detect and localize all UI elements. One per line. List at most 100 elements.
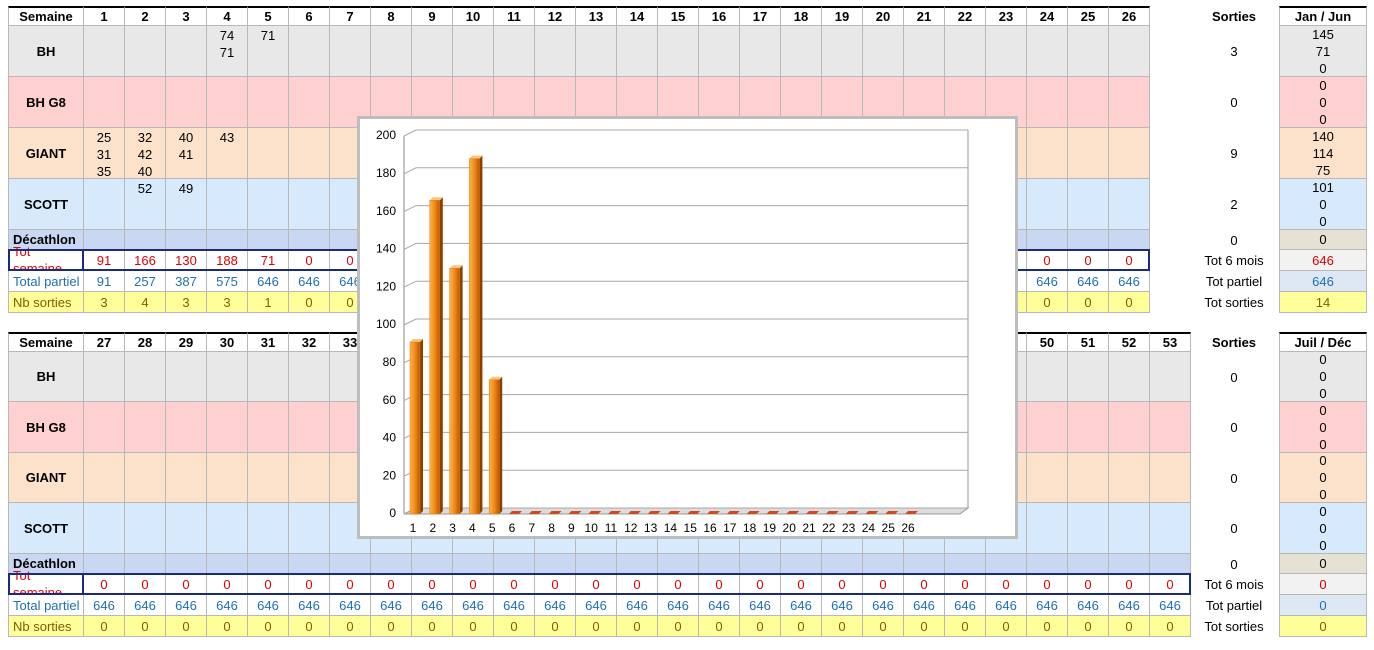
cell-text: 25 (1080, 9, 1096, 24)
header-cell: 20 (863, 6, 904, 26)
cell-text: 0 (551, 618, 559, 634)
week-cell: 646 (1068, 595, 1109, 616)
bar-side (499, 376, 503, 514)
cell-text: 13 (588, 9, 604, 24)
header-cell: Semaine (8, 332, 84, 352)
x-tick-label: 15 (684, 521, 698, 535)
cell-text: 0 (510, 618, 518, 634)
cell-text: 646 (1077, 597, 1099, 613)
floor (403, 507, 970, 515)
cell-text: 646 (790, 597, 812, 613)
week-cell: 0 (699, 616, 740, 637)
week-cell (863, 554, 904, 574)
x-tick-label: 4 (469, 521, 476, 535)
cell-text: 0 (1319, 111, 1327, 127)
week-cell (248, 77, 289, 128)
header-cell: 25 (1068, 6, 1109, 26)
week-cell: 25 31 35 (84, 128, 125, 179)
bar-top (707, 511, 720, 514)
sorties-cell: 3 (1190, 26, 1278, 77)
week-cell (453, 554, 494, 574)
cell-text: 0 (305, 618, 313, 634)
week-cell: 646 (617, 595, 658, 616)
week-cell: 74 71 (207, 26, 248, 77)
bar-top (746, 511, 760, 514)
cell-text: 0 (469, 618, 477, 634)
week-cell: 646 (84, 595, 125, 616)
cell-text: 22 (957, 9, 973, 24)
cell-text: Total partiel (13, 273, 80, 289)
week-cell (904, 554, 945, 574)
period-cell: 0 0 0 (1279, 453, 1367, 503)
cell-text: 0 (756, 618, 764, 634)
header-cell: 7 (330, 6, 371, 26)
cell-text: 75 (1315, 162, 1331, 178)
week-cell: 3 (166, 292, 207, 313)
cell-text: 0 (920, 576, 928, 592)
week-cell: 0 (453, 616, 494, 637)
header-cell: 10 (453, 6, 494, 26)
grid-line (403, 394, 968, 402)
cell-text: 0 (1319, 436, 1327, 452)
bar-top (885, 511, 899, 514)
cell-text: Jan / Jun (1294, 9, 1352, 24)
grid-line (403, 129, 968, 137)
week-cell (781, 554, 822, 574)
week-cell (1150, 453, 1191, 503)
cell-text: 0 (756, 576, 764, 592)
header-cell: 26 (1109, 6, 1150, 26)
week-cell (658, 26, 699, 77)
week-cell (576, 554, 617, 574)
bar-side (439, 197, 443, 514)
x-tick-label: 14 (664, 521, 678, 535)
cell-text: 575 (216, 273, 238, 289)
week-cell: 0 (1027, 616, 1068, 637)
cell-text: 0 (1084, 618, 1092, 634)
cell-text: 0 (264, 618, 272, 634)
cell-text: 30 (219, 335, 235, 350)
week-cell: 646 (699, 595, 740, 616)
x-tick-label: 21 (802, 521, 816, 535)
header-cell: 52 (1109, 332, 1150, 352)
week-cell (125, 554, 166, 574)
week-cell (1027, 453, 1068, 503)
bar-top (786, 511, 800, 514)
bar-top (905, 511, 918, 514)
week-cell (1109, 77, 1150, 128)
y-tick-label: 60 (383, 393, 397, 407)
week-cell (1027, 128, 1068, 179)
y-tick-label: 180 (376, 166, 396, 180)
week-cell (535, 554, 576, 574)
week-cell (207, 402, 248, 453)
cell-text: 646 (462, 597, 484, 613)
cell-text: 188 (216, 252, 238, 268)
cell-text: 646 (93, 597, 115, 613)
week-cell (166, 26, 207, 77)
week-cell: 0 (125, 616, 166, 637)
week-cell (740, 554, 781, 574)
week-cell (1027, 230, 1068, 250)
week-cell (289, 128, 330, 179)
cell-text: 0 (1319, 94, 1327, 110)
sorties-cell: 2 (1190, 179, 1278, 230)
row-label: SCOTT (8, 503, 84, 554)
cell-text: 0 (1319, 453, 1327, 468)
week-cell: 646 (289, 271, 330, 292)
cell-text: 4 (141, 294, 149, 310)
week-cell: 646 (822, 595, 863, 616)
week-cell: 0 (1027, 292, 1068, 313)
header-cell: 14 (617, 6, 658, 26)
cell-text: 0 (1319, 77, 1327, 93)
cell-text: 0 (715, 576, 723, 592)
cell-text: 0 (387, 618, 395, 634)
x-tick-label: 22 (822, 521, 836, 535)
bar (469, 158, 480, 515)
cell-text: 71 (1315, 43, 1331, 59)
week-cell: 0 (945, 616, 986, 637)
cell-text: 21 (916, 9, 932, 24)
cell-text: 12 (547, 9, 563, 24)
week-cell: 646 (494, 595, 535, 616)
week-cell (371, 26, 412, 77)
cell-text: Juil / Déc (1294, 335, 1352, 350)
cell-text: 646 (339, 273, 361, 289)
